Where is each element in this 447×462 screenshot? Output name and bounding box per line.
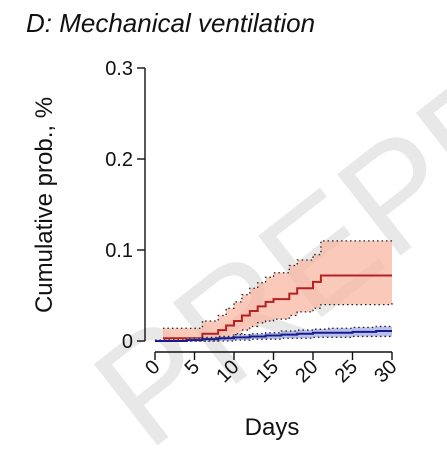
y-axis-label: Cumulative prob., % xyxy=(31,97,58,313)
x-axis-label: Days xyxy=(245,414,300,441)
ci-band-series-1 xyxy=(162,240,392,341)
ci-upper-series-1 xyxy=(162,240,392,329)
ci-lower-series-1 xyxy=(162,302,393,342)
axes: 00.10.20.30 5 10 15 20 25 30 xyxy=(105,58,401,387)
chart-title: D: Mechanical ventilation xyxy=(26,8,316,38)
y-tick-label: 0.1 xyxy=(105,240,133,262)
plot-area xyxy=(155,240,393,342)
y-tick-label: 0 xyxy=(122,331,133,353)
y-tick-label: 0.3 xyxy=(105,58,133,80)
y-tick-label: 0.2 xyxy=(105,149,133,171)
x-tick-label: 25 xyxy=(331,356,362,387)
ci-lower-series-2 xyxy=(155,335,392,342)
line-series-2 xyxy=(155,329,392,342)
x-tick-label: 30 xyxy=(370,356,401,387)
line-series-1 xyxy=(162,274,392,340)
